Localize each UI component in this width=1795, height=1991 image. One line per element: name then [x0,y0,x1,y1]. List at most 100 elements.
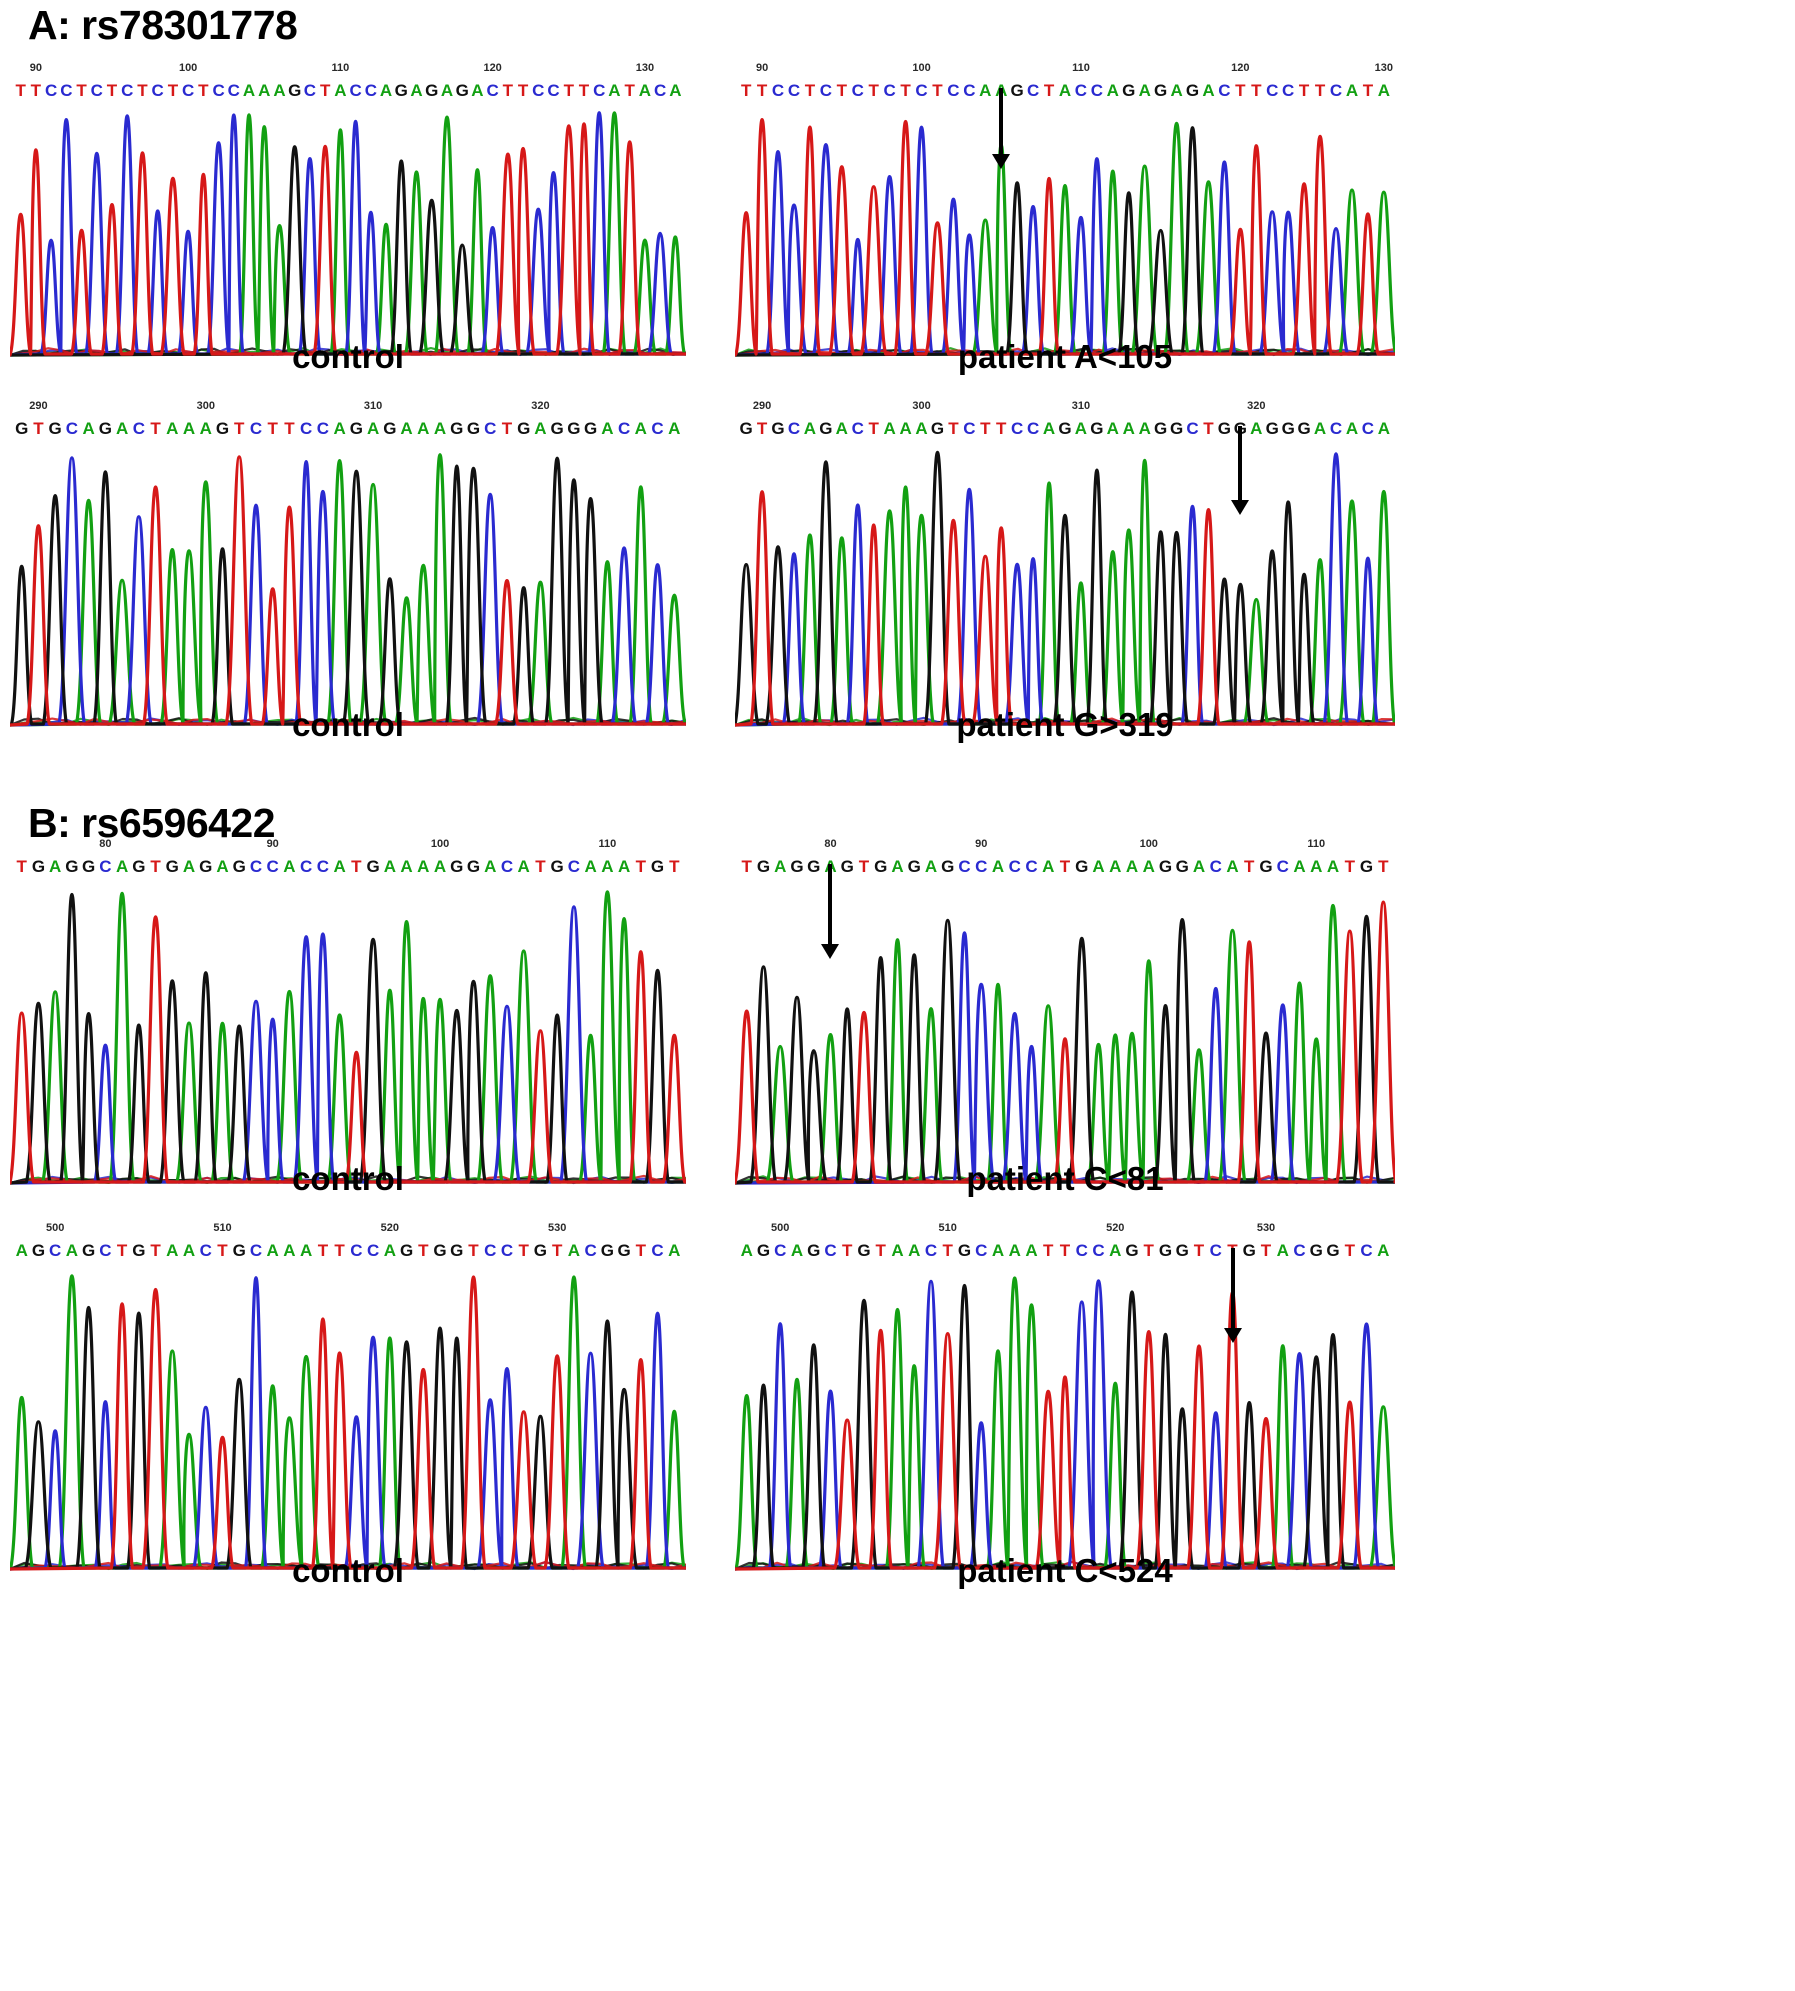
sequence-ruler: 90 100 110 120 130 [735,62,1395,81]
base-call-G: G [31,1241,46,1260]
sequence-ruler: 500 510 520 530 [735,1222,1395,1241]
base-call-T: T [996,419,1007,438]
base-call-G: G [739,419,753,438]
base-call-A: A [433,857,447,876]
trace-plot [735,441,1395,731]
base-call-C: C [121,81,134,100]
base-call-A: A [242,81,256,100]
trace-plot [735,879,1395,1189]
position-tick-label: 90 [975,838,988,850]
base-call-T: T [875,1241,886,1260]
base-call-C: C [500,1241,514,1260]
position-tick-label: 320 [531,400,550,412]
base-call-C: C [915,81,928,100]
base-call-G: G [394,81,408,100]
base-call-G: G [567,419,581,438]
base-call-A: A [334,81,347,100]
base-call-G: G [1175,857,1189,876]
base-call-C: C [249,419,263,438]
base-call-C: C [819,81,832,100]
base-call-G: G [215,419,230,438]
base-call-A: A [584,857,597,876]
base-call-A: A [1106,419,1119,438]
base-call-A: A [273,81,286,100]
base-call-G: G [583,419,598,438]
base-call-T: T [624,81,635,100]
base-call-A: A [774,857,787,876]
position-tick-label: 310 [1071,400,1091,412]
base-call-G: G [82,857,96,876]
base-call-T: T [15,81,26,100]
base-call-C: C [1209,1241,1222,1260]
base-call-T: T [76,81,87,100]
base-call-G: G [132,857,146,876]
base-call-A: A [400,857,413,876]
base-call-A: A [115,419,129,438]
sequence-ruler: 80 90 100 110 [10,838,686,857]
position-tick-label: 130 [1374,62,1394,74]
base-call-G: G [819,419,833,438]
base-call-G: G [874,857,888,876]
base-call-T: T [1235,81,1246,100]
base-call-C: C [151,81,164,100]
base-call-A: A [410,81,423,100]
base-call-A: A [803,419,817,438]
base-call-T: T [217,1241,228,1260]
base-call-C: C [300,419,313,438]
base-call-A: A [440,81,454,100]
base-call-C: C [249,857,263,876]
base-call-G: G [941,857,955,876]
base-call-G: G [1125,1241,1139,1260]
base-call-T: T [334,1241,345,1260]
base-call-T: T [1314,81,1326,100]
base-call-T: T [1362,81,1374,100]
base-call-A: A [601,419,614,438]
base-call-T: T [468,1241,479,1260]
chromatogram-right-a1: 90100110120130TTCCTCTCTCTCTCCAAGCTACCAGA… [735,62,1395,361]
base-call-G: G [517,419,531,438]
base-call-C: C [1074,81,1088,100]
base-call-G: G [1075,857,1089,876]
position-tick-label: 110 [1072,62,1090,74]
base-call-G: G [450,419,464,438]
base-call-G: G [550,419,564,438]
base-call-T: T [980,419,991,438]
insertion-arrow [1238,426,1243,501]
position-tick-label: 520 [1106,1222,1125,1234]
base-call-A: A [283,1241,296,1260]
chromatogram-right-b2: 500 510 520 530 A G C A G C T G T A A C T G C A A A T T C C A G T G G T… [735,1222,1395,1575]
chromatogram-right-a2: 290 300 310 320 G T G C A G A C T A A A G T C T T C C A G A G A A A G G… [735,400,1395,731]
base-call-C: C [1186,419,1199,438]
position-tick-label: 130 [635,62,655,74]
trace-plot [10,1263,686,1575]
base-call-A: A [1125,857,1139,876]
base-call-C: C [567,857,581,876]
base-call-A: A [1377,419,1390,438]
base-call-T: T [30,81,42,100]
base-call-G: G [1217,419,1232,438]
base-call-C: C [1218,81,1231,100]
base-call-G: G [132,1241,146,1260]
chromatogram-left-a2: 290 300 310 320 G T G C A G A C T A A A G T C T T C C A G A G A A A G G… [10,400,686,731]
base-call-A: A [883,419,896,438]
position-tick-label: 290 [29,400,48,412]
base-call-T: T [317,1241,329,1260]
base-call-T: T [150,857,161,876]
position-tick-label: 300 [912,400,931,412]
base-call-G: G [466,857,481,876]
base-call-G: G [1185,81,1200,100]
base-call-A: A [1008,1241,1021,1260]
position-tick-label: 300 [196,400,215,412]
base-call-A: A [182,419,196,438]
base-call-G: G [1359,857,1374,876]
base-call-A: A [669,81,682,100]
base-call-A: A [991,1241,1005,1260]
base-call-T: T [1298,81,1310,100]
base-call-G: G [907,857,921,876]
base-call-T: T [1251,81,1262,100]
base-call-T: T [1260,1241,1272,1260]
base-call-A: A [199,419,212,438]
base-call-G: G [550,857,564,876]
